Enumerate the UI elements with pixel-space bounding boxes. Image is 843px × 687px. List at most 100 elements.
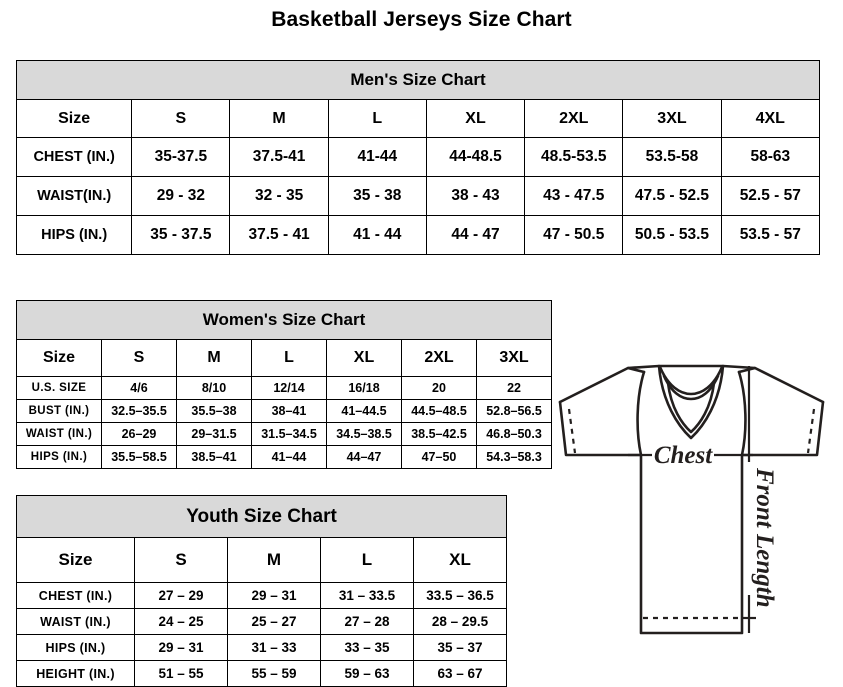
mens-chest-l: 41-44 xyxy=(327,137,427,177)
mens-waist-4xl: 52.5 - 57 xyxy=(720,176,821,216)
table-row: WAIST (IN.) 24 – 25 25 – 27 27 – 28 28 –… xyxy=(16,608,508,635)
youth-height-s: 51 – 55 xyxy=(134,660,228,687)
youth-size-chart-table: Youth Size Chart Size S M L XL CHEST (IN… xyxy=(15,495,508,687)
youth-col-l: L xyxy=(320,537,414,583)
womens-col-m: M xyxy=(176,339,252,377)
mens-row-label-waist: WAIST(IN.) xyxy=(15,176,133,216)
womens-bust-2xl: 44.5–48.5 xyxy=(401,399,477,423)
right-armhole-curve xyxy=(737,370,747,457)
mens-size-chart-table: Men's Size Chart Size S M L XL 2XL 3XL 4… xyxy=(15,60,821,255)
youth-waist-xl: 28 – 29.5 xyxy=(412,608,508,635)
mens-col-l: L xyxy=(327,99,427,138)
womens-row-label-bust: BUST (IN.) xyxy=(16,399,102,423)
table-row: CHEST (IN.) 27 – 29 29 – 31 31 – 33.5 33… xyxy=(16,582,508,609)
womens-hips-s: 35.5–58.5 xyxy=(101,445,177,469)
womens-waist-xl: 34.5–38.5 xyxy=(326,422,402,446)
womens-hips-l: 41–44 xyxy=(251,445,327,469)
youth-waist-m: 25 – 27 xyxy=(227,608,321,635)
mens-row-label-chest: CHEST (IN.) xyxy=(15,137,133,177)
mens-waist-m: 32 - 35 xyxy=(229,176,329,216)
youth-row-label-hips: HIPS (IN.) xyxy=(16,634,135,661)
womens-waist-s: 26–29 xyxy=(101,422,177,446)
womens-bust-s: 32.5–35.5 xyxy=(101,399,177,423)
mens-hips-4xl: 53.5 - 57 xyxy=(720,215,821,255)
table-row: U.S. SIZE 4/6 8/10 12/14 16/18 20 22 xyxy=(16,376,553,400)
mens-chest-2xl: 48.5-53.5 xyxy=(524,137,624,177)
mens-header-row: Size S M L XL 2XL 3XL 4XL xyxy=(15,99,821,138)
mens-col-size: Size xyxy=(15,99,133,138)
youth-chart-title: Youth Size Chart xyxy=(15,495,508,538)
front-length-measurement-label: Front Length xyxy=(751,467,778,608)
womens-bust-m: 35.5–38 xyxy=(176,399,252,423)
womens-col-3xl: 3XL xyxy=(475,339,553,377)
youth-col-s: S xyxy=(134,537,228,583)
mens-hips-s: 35 - 37.5 xyxy=(131,215,231,255)
womens-bust-3xl: 52.8–56.5 xyxy=(475,399,553,423)
youth-col-m: M xyxy=(227,537,321,583)
right-sleeve-hem-stitch xyxy=(806,408,816,454)
youth-hips-m: 31 – 33 xyxy=(227,634,321,661)
mens-col-4xl: 4XL xyxy=(720,99,821,138)
womens-size-chart-table: Women's Size Chart Size S M L XL 2XL 3XL… xyxy=(15,300,553,469)
womens-bust-l: 38–41 xyxy=(251,399,327,423)
table-row: HIPS (IN.) 35.5–58.5 38.5–41 41–44 44–47… xyxy=(16,445,553,469)
left-sleeve-hem-stitch xyxy=(567,408,577,454)
womens-row-label-hips: HIPS (IN.) xyxy=(16,445,102,469)
youth-hips-l: 33 – 35 xyxy=(320,634,414,661)
collar-band-arc-inner xyxy=(662,374,720,401)
mens-col-m: M xyxy=(229,99,329,138)
mens-chest-3xl: 53.5-58 xyxy=(622,137,722,177)
table-row: CHEST (IN.) 35-37.5 37.5-41 41-44 44-48.… xyxy=(15,137,821,177)
womens-row-label-us-size: U.S. SIZE xyxy=(16,376,102,400)
youth-col-size: Size xyxy=(16,537,135,583)
collar-band-arc-outer xyxy=(658,365,724,396)
mens-chest-m: 37.5-41 xyxy=(229,137,329,177)
youth-height-m: 55 – 59 xyxy=(227,660,321,687)
mens-hips-m: 37.5 - 41 xyxy=(229,215,329,255)
table-row: BUST (IN.) 32.5–35.5 35.5–38 38–41 41–44… xyxy=(16,399,553,423)
mens-hips-2xl: 47 - 50.5 xyxy=(524,215,624,255)
womens-us-size-m: 8/10 xyxy=(176,376,252,400)
youth-col-xl: XL xyxy=(412,537,508,583)
womens-waist-l: 31.5–34.5 xyxy=(251,422,327,446)
mens-col-s: S xyxy=(131,99,231,138)
table-row: HIPS (IN.) 29 – 31 31 – 33 33 – 35 35 – … xyxy=(16,634,508,661)
youth-chart-title-row: Youth Size Chart xyxy=(15,495,508,538)
mens-waist-s: 29 - 32 xyxy=(131,176,231,216)
womens-col-s: S xyxy=(101,339,177,377)
table-row: HIPS (IN.) 35 - 37.5 37.5 - 41 41 - 44 4… xyxy=(15,215,821,255)
womens-us-size-s: 4/6 xyxy=(101,376,177,400)
womens-row-label-waist: WAIST (IN.) xyxy=(16,422,102,446)
body-outline xyxy=(639,453,744,635)
mens-col-2xl: 2XL xyxy=(524,99,624,138)
womens-waist-2xl: 38.5–42.5 xyxy=(401,422,477,446)
right-shoulder-seam-line xyxy=(737,366,825,404)
mens-waist-xl: 38 - 43 xyxy=(425,176,526,216)
mens-row-label-hips: HIPS (IN.) xyxy=(15,215,133,255)
mens-chart-title-row: Men's Size Chart xyxy=(16,60,820,100)
womens-hips-2xl: 47–50 xyxy=(401,445,477,469)
youth-hips-s: 29 – 31 xyxy=(134,634,228,661)
youth-waist-l: 27 – 28 xyxy=(320,608,414,635)
mens-chest-4xl: 58-63 xyxy=(720,137,821,177)
womens-waist-m: 29–31.5 xyxy=(176,422,252,446)
table-row: WAIST(IN.) 29 - 32 32 - 35 35 - 38 38 - … xyxy=(15,176,821,216)
mens-chart-title: Men's Size Chart xyxy=(16,60,820,100)
chest-measurement-label: Chest xyxy=(654,442,713,469)
youth-chest-m: 29 – 31 xyxy=(227,582,321,609)
mens-chest-s: 35-37.5 xyxy=(131,137,231,177)
mens-waist-3xl: 47.5 - 52.5 xyxy=(622,176,722,216)
womens-hips-3xl: 54.3–58.3 xyxy=(475,445,553,469)
youth-chest-l: 31 – 33.5 xyxy=(320,582,414,609)
womens-bust-xl: 41–44.5 xyxy=(326,399,402,423)
mens-waist-2xl: 43 - 47.5 xyxy=(524,176,624,216)
youth-header-row: Size S M L XL xyxy=(16,537,508,583)
mens-hips-xl: 44 - 47 xyxy=(425,215,526,255)
womens-us-size-3xl: 22 xyxy=(475,376,553,400)
womens-chart-title: Women's Size Chart xyxy=(15,300,553,340)
womens-us-size-xl: 16/18 xyxy=(326,376,402,400)
womens-us-size-l: 12/14 xyxy=(251,376,327,400)
page-title: Basketball Jerseys Size Chart xyxy=(271,8,572,31)
left-sleeve-outline xyxy=(558,400,643,457)
womens-hips-xl: 44–47 xyxy=(326,445,402,469)
